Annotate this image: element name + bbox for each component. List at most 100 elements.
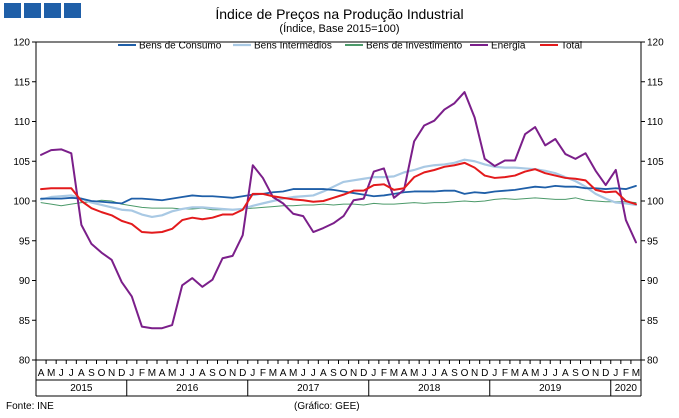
x-tick-label: M bbox=[269, 368, 277, 379]
y-tick-label-left: 120 bbox=[13, 38, 30, 49]
x-tick-label: S bbox=[451, 368, 458, 379]
x-tick-label: N bbox=[229, 368, 236, 379]
x-tick-label: J bbox=[613, 368, 618, 379]
x-tick-label: M bbox=[289, 368, 297, 379]
x-tick-label: M bbox=[168, 368, 176, 379]
legend-label: Total bbox=[561, 41, 582, 52]
series-line-bens-interm-dios bbox=[39, 158, 638, 218]
y-tick-label-right: 105 bbox=[647, 157, 664, 168]
x-tick-label: M bbox=[390, 368, 398, 379]
x-tick-label: O bbox=[340, 368, 348, 379]
x-tick-label: A bbox=[78, 368, 85, 379]
x-tick-label: O bbox=[98, 368, 106, 379]
x-tick-label: J bbox=[180, 368, 185, 379]
y-tick-label-left: 85 bbox=[19, 316, 31, 327]
legend-label: Energia bbox=[491, 41, 526, 52]
x-tick-label: A bbox=[199, 368, 206, 379]
logo-square bbox=[44, 3, 61, 18]
x-tick-label: D bbox=[481, 368, 488, 379]
x-tick-label: J bbox=[371, 368, 376, 379]
x-tick-label: S bbox=[209, 368, 216, 379]
x-tick-label: J bbox=[190, 368, 195, 379]
x-tick-label: S bbox=[330, 368, 337, 379]
x-tick-label: J bbox=[543, 368, 548, 379]
x-tick-label: A bbox=[401, 368, 408, 379]
x-tick-label: J bbox=[432, 368, 437, 379]
x-tick-label: S bbox=[88, 368, 95, 379]
x-tick-label: A bbox=[522, 368, 529, 379]
x-tick-label: J bbox=[69, 368, 74, 379]
x-tick-label: J bbox=[553, 368, 558, 379]
x-tick-label: J bbox=[59, 368, 64, 379]
x-tick-label: J bbox=[250, 368, 255, 379]
y-tick-label-right: 80 bbox=[647, 356, 659, 367]
x-tick-label: N bbox=[108, 368, 115, 379]
chart-subtitle: (Índice, Base 2015=100) bbox=[279, 23, 400, 35]
x-tick-label: N bbox=[471, 368, 478, 379]
year-label: 2016 bbox=[176, 383, 199, 394]
y-tick-label-right: 95 bbox=[647, 236, 659, 247]
series-line-energia bbox=[40, 91, 637, 330]
series-line-total bbox=[40, 161, 637, 234]
y-tick-label-left: 115 bbox=[14, 77, 30, 88]
y-tick-label-left: 95 bbox=[19, 236, 31, 247]
x-tick-label: F bbox=[139, 368, 145, 379]
x-tick-label: O bbox=[461, 368, 469, 379]
series-line-bens-de-consumo bbox=[40, 184, 637, 205]
x-tick-label: A bbox=[159, 368, 166, 379]
x-tick-label: A bbox=[441, 368, 448, 379]
x-tick-label: M bbox=[531, 368, 539, 379]
ine-logo bbox=[4, 3, 81, 18]
series-line-bens-de-investimento bbox=[40, 197, 637, 211]
logo-square bbox=[24, 3, 41, 18]
year-label: 2017 bbox=[297, 383, 320, 394]
x-tick-label: J bbox=[301, 368, 306, 379]
year-label: 2015 bbox=[70, 383, 93, 394]
x-tick-label: D bbox=[118, 368, 125, 379]
x-tick-label: F bbox=[623, 368, 629, 379]
legend-label: Bens de Investimento bbox=[366, 41, 463, 52]
x-tick-label: M bbox=[148, 368, 156, 379]
x-tick-label: N bbox=[592, 368, 599, 379]
y-tick-label-left: 110 bbox=[14, 117, 30, 128]
logo-square bbox=[4, 3, 21, 18]
y-tick-label-right: 85 bbox=[647, 316, 659, 327]
x-tick-label: S bbox=[572, 368, 579, 379]
legend-label: Bens Intermédios bbox=[254, 41, 332, 52]
y-tick-label-right: 90 bbox=[647, 276, 659, 287]
x-tick-label: O bbox=[582, 368, 590, 379]
x-tick-label: M bbox=[47, 368, 55, 379]
source-note: Fonte: INE bbox=[6, 401, 54, 412]
x-tick-label: A bbox=[280, 368, 287, 379]
y-tick-label-right: 100 bbox=[647, 197, 664, 208]
x-tick-label: J bbox=[422, 368, 427, 379]
x-tick-label: J bbox=[311, 368, 316, 379]
y-tick-label-left: 90 bbox=[19, 276, 31, 287]
x-tick-label: A bbox=[562, 368, 569, 379]
logo-square bbox=[64, 3, 81, 18]
x-tick-label: A bbox=[38, 368, 45, 379]
y-tick-label-right: 115 bbox=[647, 77, 663, 88]
x-tick-label: D bbox=[239, 368, 246, 379]
chart-title: Índice de Preços na Produção Industrial bbox=[215, 6, 464, 22]
x-tick-label: M bbox=[410, 368, 418, 379]
x-tick-label: O bbox=[219, 368, 227, 379]
x-tick-label: M bbox=[511, 368, 519, 379]
year-label: 2019 bbox=[539, 383, 562, 394]
x-tick-label: D bbox=[602, 368, 609, 379]
y-tick-label-right: 110 bbox=[647, 117, 663, 128]
x-tick-label: F bbox=[260, 368, 266, 379]
x-tick-label: J bbox=[129, 368, 134, 379]
x-tick-label: F bbox=[381, 368, 387, 379]
x-tick-label: J bbox=[492, 368, 497, 379]
y-tick-label-right: 120 bbox=[647, 38, 664, 49]
x-tick-label: D bbox=[360, 368, 367, 379]
x-tick-label: A bbox=[320, 368, 327, 379]
y-tick-label-left: 105 bbox=[13, 157, 30, 168]
credit-note: (Gráfico: GEE) bbox=[294, 401, 360, 412]
legend-label: Bens de Consumo bbox=[139, 41, 222, 52]
year-label: 2020 bbox=[615, 383, 638, 394]
y-tick-label-left: 80 bbox=[19, 356, 31, 367]
x-tick-label: M bbox=[632, 368, 640, 379]
